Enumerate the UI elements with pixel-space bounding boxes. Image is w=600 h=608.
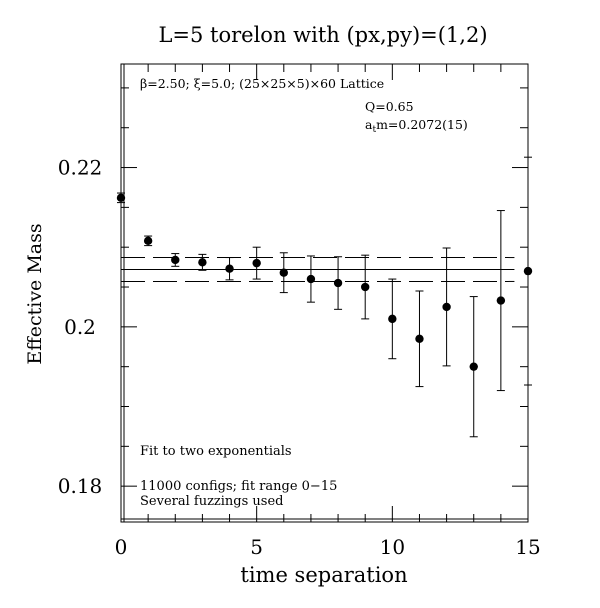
data-point [279, 252, 288, 294]
q-annotation: Q=0.65 [365, 99, 414, 114]
point-marker [415, 334, 424, 343]
point-marker [198, 258, 207, 267]
x-tick-label: 10 [380, 535, 405, 559]
data-point [415, 290, 424, 388]
y-axis-ticks [121, 87, 528, 487]
data-point [225, 257, 234, 281]
inner-frame [121, 64, 528, 522]
fuzzings-note: Several fuzzings used [140, 494, 284, 509]
point-marker [306, 274, 316, 284]
data-point [198, 253, 207, 271]
data-point [306, 255, 316, 303]
point-marker [442, 302, 451, 312]
point-marker [469, 362, 478, 371]
point-marker [252, 258, 261, 268]
x-tick-label: 5 [250, 535, 263, 559]
fit-note: Fit to two exponentials [140, 444, 292, 459]
point-marker [171, 255, 180, 265]
lattice-annotation: β=2.50; ξ=5.0; (25×25×5)×60 Lattice [140, 76, 384, 91]
data-point [469, 296, 478, 438]
data-point [143, 235, 153, 247]
data-point [388, 278, 397, 360]
data-point [171, 253, 180, 267]
y-axis-label: Effective Mass [24, 223, 46, 364]
mass-annotation: atm=0.2072(15) [365, 117, 468, 135]
data-point [116, 192, 126, 204]
point-marker [333, 278, 343, 288]
data-point [333, 256, 343, 310]
data-points [116, 156, 533, 438]
x-tick-label: 15 [515, 535, 540, 559]
x-axis-label: time separation [240, 563, 407, 587]
mass-prefix: a [365, 117, 373, 132]
y-tick-label: 0.22 [58, 156, 103, 180]
data-point [361, 254, 370, 320]
chart-title: L=5 torelon with (px,py)=(1,2) [158, 23, 487, 47]
data-point [496, 210, 506, 392]
point-marker [143, 236, 153, 246]
data-point [252, 246, 261, 280]
configs-note: 11000 configs; fit range 0−15 [140, 479, 337, 494]
x-axis-ticks [120, 64, 529, 522]
y-axis-tick-labels: 0.18 0.2 0.22 [58, 156, 103, 499]
point-marker [496, 296, 506, 305]
point-marker [388, 314, 397, 324]
fit-band [121, 257, 515, 282]
x-axis-tick-labels: 0 5 10 15 [115, 535, 541, 559]
point-marker [116, 193, 126, 203]
point-marker [523, 266, 533, 276]
mass-subscript: t [372, 125, 376, 135]
data-point [442, 247, 451, 367]
y-tick-label: 0.18 [58, 474, 103, 498]
x-tick-label: 0 [115, 535, 128, 559]
point-marker [279, 268, 288, 277]
point-marker [361, 282, 370, 292]
data-point [523, 156, 533, 386]
y-tick-label: 0.2 [64, 315, 96, 339]
point-marker [225, 264, 234, 273]
mass-value: m=0.2072(15) [376, 117, 468, 132]
